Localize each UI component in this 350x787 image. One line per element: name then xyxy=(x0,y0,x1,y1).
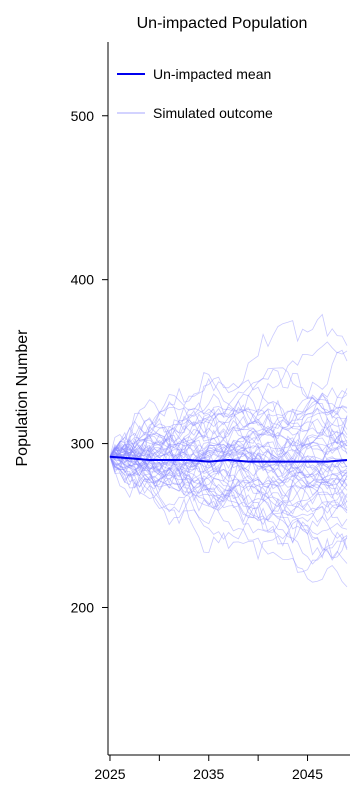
simulated-run-line xyxy=(109,456,348,540)
simulated-run-line xyxy=(109,389,348,488)
simulated-run-line xyxy=(109,423,348,468)
simulated-run-line xyxy=(109,455,348,522)
simulated-run-line xyxy=(110,415,348,507)
simulated-run-line xyxy=(109,444,348,508)
simulated-run-line xyxy=(109,341,348,457)
simulated-run-line xyxy=(109,386,348,461)
simulated-run-line xyxy=(109,394,348,477)
simulated-run-line xyxy=(109,439,348,470)
simulated-run-line xyxy=(109,440,348,498)
y-tick-label: 500 xyxy=(71,108,95,124)
y-tick-label: 400 xyxy=(71,272,95,288)
simulated-run-line xyxy=(109,400,348,473)
y-axis-label: Population Number xyxy=(14,329,31,467)
chart-title: Un-impacted Population xyxy=(137,15,308,32)
mean-line xyxy=(109,455,348,463)
simulated-run-line xyxy=(109,441,348,479)
simulated-run-line xyxy=(109,430,348,502)
simulated-run-line xyxy=(109,453,348,484)
simulated-run-line xyxy=(109,456,348,515)
simulated-run-line xyxy=(109,445,348,588)
simulated-run-line xyxy=(109,441,348,508)
mean-series xyxy=(109,455,348,463)
simulated-run-line xyxy=(109,407,348,476)
simulated-run-line xyxy=(109,394,348,467)
simulated-run-line xyxy=(109,371,348,480)
simulated-run-line xyxy=(109,405,348,464)
simulated-outcomes xyxy=(109,313,348,588)
y-tick-label: 200 xyxy=(71,599,95,615)
simulated-run-line xyxy=(109,456,348,573)
simulated-run-line xyxy=(109,445,348,559)
simulated-run-line xyxy=(109,441,348,467)
simulated-run-line xyxy=(109,447,348,500)
simulated-run-line xyxy=(109,447,348,497)
x-tick-label: 2035 xyxy=(193,766,224,782)
simulated-run-line xyxy=(109,455,348,561)
legend-label-mean: Un-impacted mean xyxy=(153,66,271,82)
legend: Un-impacted mean Simulated outcome xyxy=(117,66,273,121)
simulated-run-line xyxy=(109,377,348,470)
simulated-run-line xyxy=(109,449,348,549)
simulated-run-line xyxy=(109,421,348,536)
simulated-run-line xyxy=(109,456,348,513)
simulated-run-line xyxy=(109,430,348,565)
simulated-run-line xyxy=(109,401,348,564)
simulated-run-line xyxy=(109,429,348,475)
simulated-run-line xyxy=(109,456,348,522)
simulated-run-line xyxy=(109,367,348,458)
simulated-run-line xyxy=(109,442,348,492)
simulated-run-line xyxy=(109,443,348,485)
simulated-run-line xyxy=(109,405,348,463)
simulated-run-line xyxy=(109,397,348,496)
x-tick-label: 2025 xyxy=(94,766,125,782)
simulated-run-line xyxy=(109,450,348,540)
simulated-run-line xyxy=(109,418,348,489)
simulated-run-line xyxy=(109,313,348,461)
simulated-run-line xyxy=(109,393,348,471)
simulated-run-line xyxy=(109,350,348,462)
tick-marks: 200 300 400 500 2025 2035 2045 xyxy=(71,108,324,782)
y-tick-label: 300 xyxy=(71,436,95,452)
legend-label-sim: Simulated outcome xyxy=(153,105,273,121)
simulated-run-line xyxy=(109,400,348,467)
simulated-run-line xyxy=(109,442,348,511)
simulated-run-line xyxy=(109,451,348,481)
simulated-run-line xyxy=(109,443,348,488)
axes xyxy=(107,42,350,756)
x-tick-label: 2045 xyxy=(292,766,323,782)
simulated-run-line xyxy=(109,456,348,526)
simulated-run-line xyxy=(109,443,348,512)
simulated-run-line xyxy=(109,392,348,457)
simulated-run-line xyxy=(109,456,348,526)
simulated-run-line xyxy=(109,428,348,465)
simulated-run-line xyxy=(109,417,348,514)
